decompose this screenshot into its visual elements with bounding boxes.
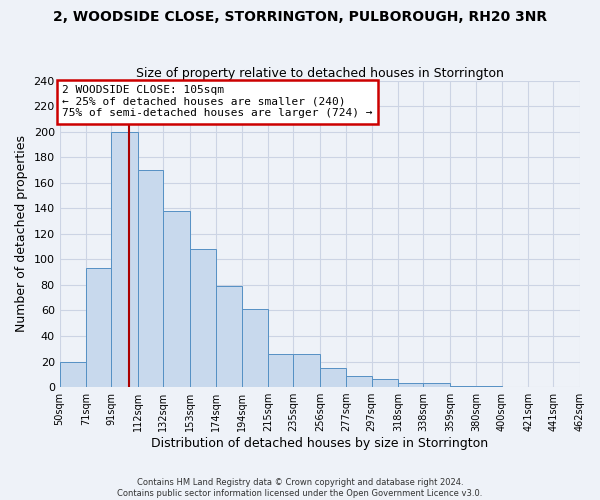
- Bar: [476, 386, 502, 387]
- Bar: [450, 386, 476, 387]
- Bar: [268, 354, 293, 387]
- Text: 2, WOODSIDE CLOSE, STORRINGTON, PULBOROUGH, RH20 3NR: 2, WOODSIDE CLOSE, STORRINGTON, PULBOROU…: [53, 10, 547, 24]
- Y-axis label: Number of detached properties: Number of detached properties: [15, 136, 28, 332]
- Bar: [112, 132, 138, 387]
- Bar: [216, 286, 242, 387]
- Bar: [398, 384, 424, 387]
- X-axis label: Distribution of detached houses by size in Storrington: Distribution of detached houses by size …: [151, 437, 488, 450]
- Bar: [163, 211, 190, 387]
- Text: Contains HM Land Registry data © Crown copyright and database right 2024.
Contai: Contains HM Land Registry data © Crown c…: [118, 478, 482, 498]
- Bar: [242, 309, 268, 387]
- Text: 2 WOODSIDE CLOSE: 105sqm
← 25% of detached houses are smaller (240)
75% of semi-: 2 WOODSIDE CLOSE: 105sqm ← 25% of detach…: [62, 86, 373, 118]
- Bar: [138, 170, 163, 387]
- Bar: [320, 368, 346, 387]
- Bar: [424, 384, 450, 387]
- Title: Size of property relative to detached houses in Storrington: Size of property relative to detached ho…: [136, 66, 504, 80]
- Bar: [293, 354, 320, 387]
- Bar: [346, 376, 371, 387]
- Bar: [371, 380, 398, 387]
- Bar: [190, 249, 216, 387]
- Bar: [59, 362, 86, 387]
- Bar: [86, 268, 112, 387]
